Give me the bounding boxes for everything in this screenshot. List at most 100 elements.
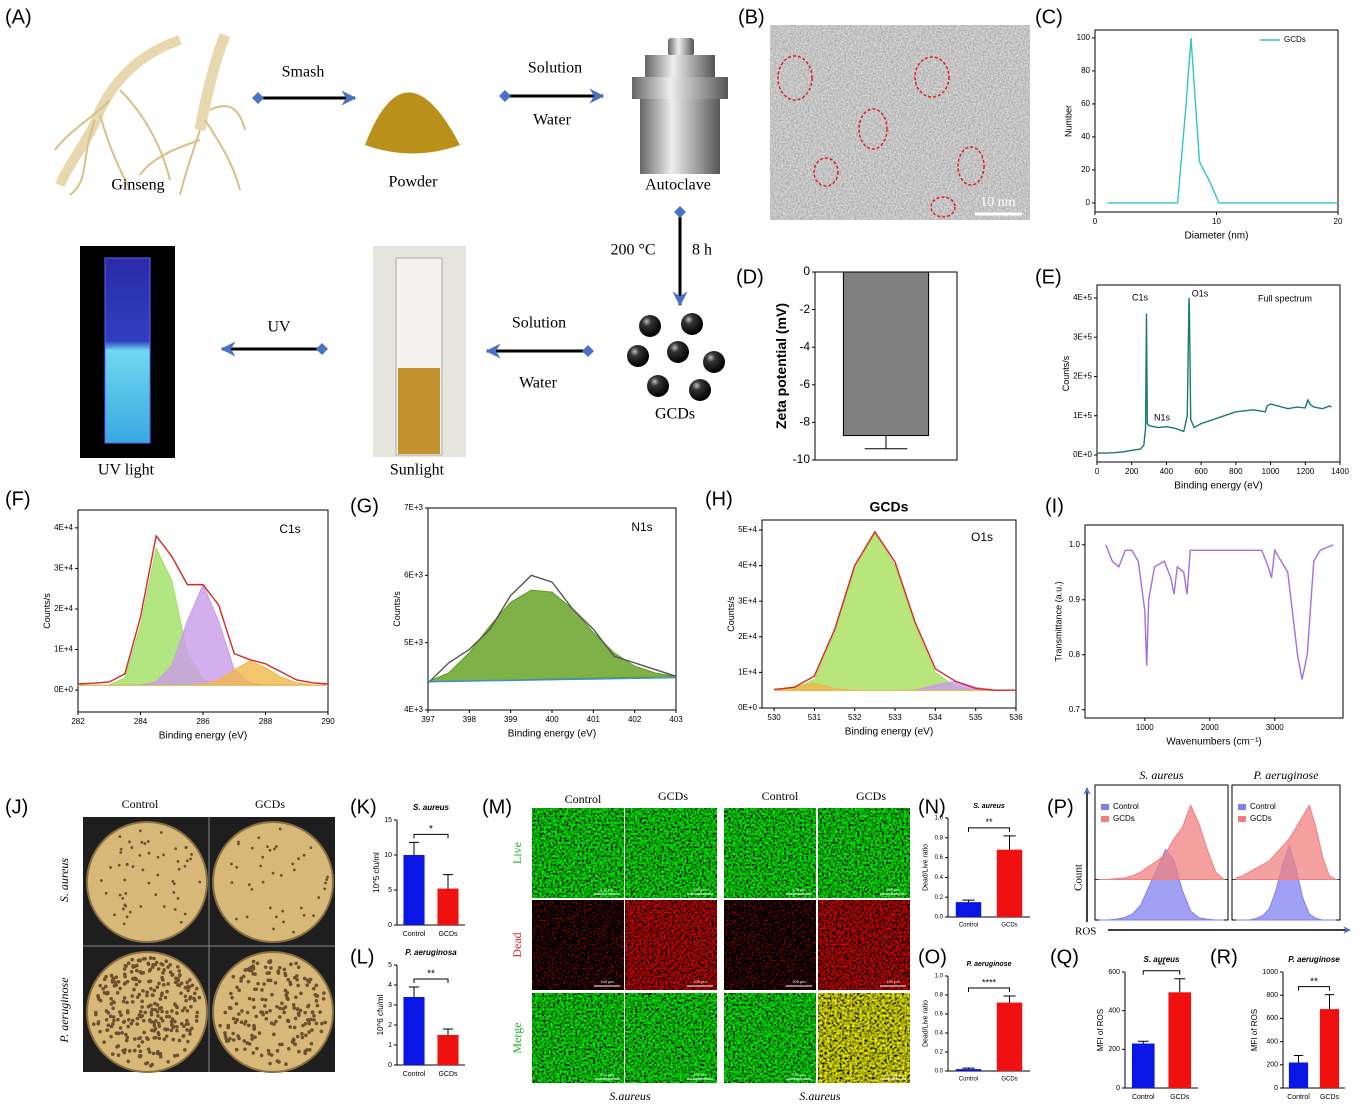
y-axis-label: 10^6 cfu/ml — [376, 994, 385, 1035]
colony — [247, 1042, 252, 1046]
colony — [323, 887, 327, 891]
panel-label: (D) — [736, 266, 764, 288]
bar — [1131, 1043, 1155, 1088]
colony — [141, 957, 146, 961]
microscopy-grid: Control GCDs Control GCDs Live Dead Merg… — [510, 789, 910, 1103]
agar-plates: Control GCDs S. aureus P. aeruginose — [57, 797, 335, 1073]
significance-bracket — [413, 978, 449, 983]
colony — [285, 1018, 290, 1023]
colony — [185, 985, 189, 990]
x-tick-label: GCDs — [438, 1071, 458, 1078]
row-label: Live — [510, 842, 524, 864]
y-tick-label: 0 — [1274, 1085, 1278, 1092]
colony — [146, 1037, 150, 1042]
y-tick-label: 0.6 — [935, 855, 944, 861]
colony — [150, 1007, 155, 1012]
colony — [251, 997, 256, 1002]
y-tick-label: 0.9 — [1069, 595, 1081, 604]
colony — [296, 965, 301, 970]
colony — [165, 1010, 169, 1014]
y-tick-label: 2E+4 — [54, 604, 73, 613]
y-axis-label: Dead/Live ratio — [922, 1000, 929, 1047]
colony — [104, 891, 108, 895]
x-axis-label: ROS — [1075, 926, 1096, 938]
colony — [161, 971, 165, 975]
y-tick-label: 3E+5 — [1073, 332, 1092, 341]
error-bar — [1324, 994, 1335, 1010]
error-bar — [408, 986, 420, 997]
scale-label: 100 µm — [792, 887, 806, 892]
y-tick-label: 0.8 — [935, 835, 944, 841]
x-tick-label: GCDs — [1170, 1094, 1190, 1101]
x-tick-label: Control — [1132, 1094, 1155, 1101]
colony — [104, 974, 108, 979]
error-bar — [1293, 1055, 1304, 1063]
colony — [149, 1020, 154, 1024]
legend-label: Control — [1250, 802, 1276, 811]
colony — [96, 995, 101, 999]
colony — [194, 1019, 199, 1023]
y-tick-label: 0 — [388, 1062, 392, 1069]
colony — [168, 962, 173, 967]
colony — [275, 1049, 280, 1053]
error-bar — [962, 1067, 975, 1070]
column-label: GCDs — [658, 789, 688, 803]
colony — [309, 1017, 313, 1022]
colony — [229, 1006, 233, 1011]
annotation: C1s — [1132, 292, 1149, 302]
colony — [305, 983, 309, 988]
colony — [117, 1010, 122, 1014]
colony — [218, 1023, 222, 1028]
panel-labels: (A) (B) (C) (D) (E) (F) (G) (H) (I) (J) … — [5, 6, 1238, 968]
error-bar — [408, 841, 420, 855]
gcd-particles — [627, 313, 725, 401]
synthesis-scheme: Smash Solution Water 200 °C 8 h Solution… — [54, 32, 728, 479]
x-tick-label: 534 — [929, 713, 943, 722]
y-tick-label: 15 — [384, 817, 392, 824]
colony — [122, 996, 127, 1000]
colony — [149, 1003, 153, 1007]
colony — [165, 989, 169, 994]
x-tick-label: 284 — [134, 717, 148, 726]
scale-label: 100 µm — [600, 1072, 614, 1077]
fitted-peak — [774, 532, 1016, 692]
y-tick-label: 0.2 — [935, 1050, 944, 1056]
colony — [183, 864, 187, 868]
fitted-peak — [427, 589, 677, 683]
colony — [252, 987, 257, 992]
colony — [131, 865, 135, 868]
row-label: Dead — [510, 932, 524, 957]
colony — [264, 1010, 269, 1015]
x-tick-label: 0 — [1095, 467, 1100, 476]
colony — [259, 1053, 264, 1058]
item-label: GCDs — [655, 406, 695, 423]
colony — [231, 1031, 235, 1036]
colony — [119, 1013, 123, 1017]
colony — [245, 1010, 250, 1015]
colony — [113, 913, 116, 917]
y-tick-label: 0.4 — [935, 875, 944, 881]
colony — [175, 1011, 179, 1015]
colony — [143, 1010, 148, 1015]
colony — [250, 1033, 254, 1038]
colony — [96, 1021, 101, 1026]
micrograph-signal — [532, 900, 624, 990]
colony — [268, 848, 272, 852]
y-tick-label: 0.7 — [1069, 705, 1081, 714]
colony — [102, 1040, 106, 1044]
colony — [137, 1013, 142, 1017]
significance-bracket — [1298, 986, 1330, 991]
colony — [275, 1005, 279, 1009]
colony — [261, 880, 265, 884]
bar — [955, 902, 982, 917]
colony — [246, 979, 251, 984]
plot-frame — [761, 519, 1017, 709]
colony — [119, 847, 123, 851]
colony — [282, 967, 287, 972]
colony — [198, 880, 202, 884]
colony — [118, 893, 122, 897]
colony — [283, 971, 287, 976]
colony — [98, 1029, 102, 1034]
colony — [268, 906, 272, 910]
colony — [306, 1003, 311, 1008]
